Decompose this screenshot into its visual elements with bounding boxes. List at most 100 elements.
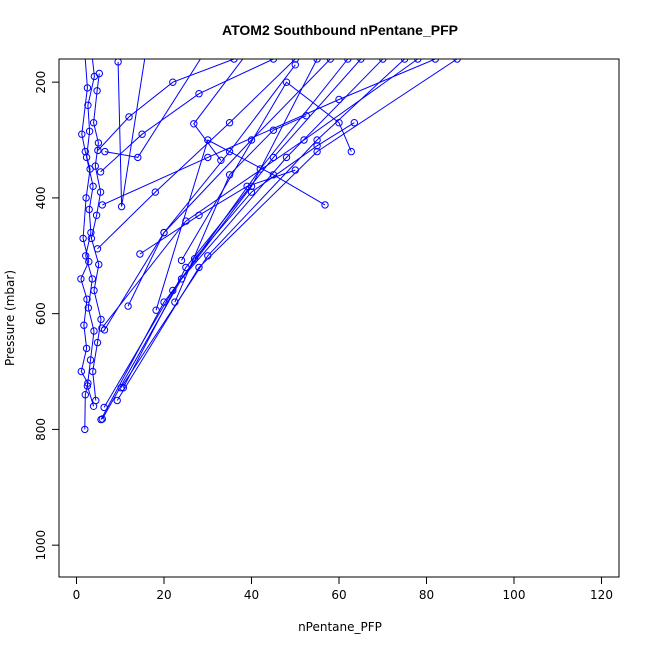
chart-title: ATOM2 Southbound nPentane_PFP — [222, 22, 458, 38]
x-tick-label: 60 — [331, 588, 346, 602]
data-point — [94, 139, 103, 147]
data-point — [119, 384, 128, 392]
data-point — [90, 286, 98, 295]
data-point — [247, 188, 256, 196]
data-point — [182, 263, 190, 272]
x-tick-label: 100 — [503, 588, 526, 602]
series-line — [117, 59, 146, 207]
data-point — [83, 84, 92, 92]
data-point — [269, 171, 278, 179]
data-point — [96, 168, 105, 176]
data-point — [248, 44, 254, 50]
data-point — [96, 188, 105, 196]
series-line — [97, 59, 235, 151]
data-point — [85, 127, 94, 136]
y-tick-label: 400 — [34, 186, 48, 209]
series-2 — [82, 50, 99, 410]
data-point — [195, 90, 203, 98]
data-point — [247, 182, 256, 191]
x-tick-label: 0 — [73, 588, 81, 602]
series-line — [155, 139, 326, 311]
data-point — [125, 113, 133, 121]
series-line — [101, 59, 419, 329]
series-1 — [77, 44, 94, 434]
data-point — [81, 391, 90, 399]
data-point — [92, 396, 100, 405]
series-16 — [98, 59, 387, 423]
data-point — [78, 130, 86, 138]
data-point — [82, 252, 90, 260]
data-point — [94, 146, 102, 155]
data-point — [453, 59, 461, 63]
series-line — [116, 59, 458, 401]
series-line — [122, 59, 362, 388]
data-point — [326, 59, 334, 63]
series-12 — [124, 61, 299, 310]
series-line — [102, 59, 436, 206]
data-point — [269, 153, 278, 162]
data-point — [93, 87, 101, 95]
series-line — [97, 59, 296, 250]
data-point — [414, 59, 422, 63]
data-point — [85, 257, 93, 266]
data-point — [217, 156, 225, 165]
data-point — [87, 228, 95, 237]
data-point — [204, 153, 212, 162]
series-8 — [190, 44, 254, 165]
data-point — [195, 263, 203, 272]
data-point — [313, 59, 321, 63]
data-point — [400, 59, 409, 63]
series-line — [85, 59, 95, 407]
series-line — [174, 115, 307, 303]
data-point — [177, 256, 186, 265]
data-point — [89, 367, 97, 376]
data-point — [95, 69, 104, 78]
data-point — [93, 338, 102, 347]
data-point — [87, 234, 96, 243]
data-point — [97, 315, 105, 324]
series-5 — [101, 59, 202, 162]
series-line — [80, 59, 91, 430]
data-point — [90, 327, 98, 335]
data-point — [344, 59, 352, 63]
series-4 — [114, 21, 176, 211]
data-point — [82, 344, 91, 353]
x-tick-label: 40 — [244, 588, 259, 602]
series-13 — [100, 59, 334, 334]
data-point — [91, 162, 100, 170]
series-line — [139, 169, 296, 255]
x-tick-label: 120 — [590, 588, 613, 602]
data-point — [143, 44, 149, 50]
data-point — [136, 250, 144, 258]
data-point — [89, 50, 95, 56]
data-point — [169, 286, 177, 295]
data-point — [170, 21, 176, 27]
series-14 — [117, 59, 409, 392]
series-3 — [87, 69, 105, 405]
data-point — [81, 44, 87, 50]
data-point — [151, 188, 160, 196]
data-point — [313, 136, 321, 144]
data-point — [92, 211, 101, 220]
data-point — [190, 120, 198, 128]
data-point — [282, 78, 291, 86]
data-point — [291, 59, 299, 63]
y-tick-label: 1000 — [34, 530, 48, 561]
data-point — [82, 194, 90, 202]
data-point — [82, 153, 91, 162]
data-point — [86, 356, 95, 364]
data-point — [83, 295, 91, 303]
series-18 — [97, 59, 321, 424]
x-tick-label: 80 — [419, 588, 434, 602]
data-point — [169, 78, 177, 86]
data-point — [182, 217, 190, 225]
data-point — [357, 59, 365, 63]
data-point — [89, 182, 97, 191]
data-point — [124, 302, 132, 310]
y-tick-label: 200 — [34, 71, 48, 94]
data-point — [95, 260, 103, 269]
x-axis: 0 20 40 60 80 100 120 — [73, 576, 613, 602]
data-point — [160, 298, 168, 306]
series-line — [127, 64, 296, 307]
